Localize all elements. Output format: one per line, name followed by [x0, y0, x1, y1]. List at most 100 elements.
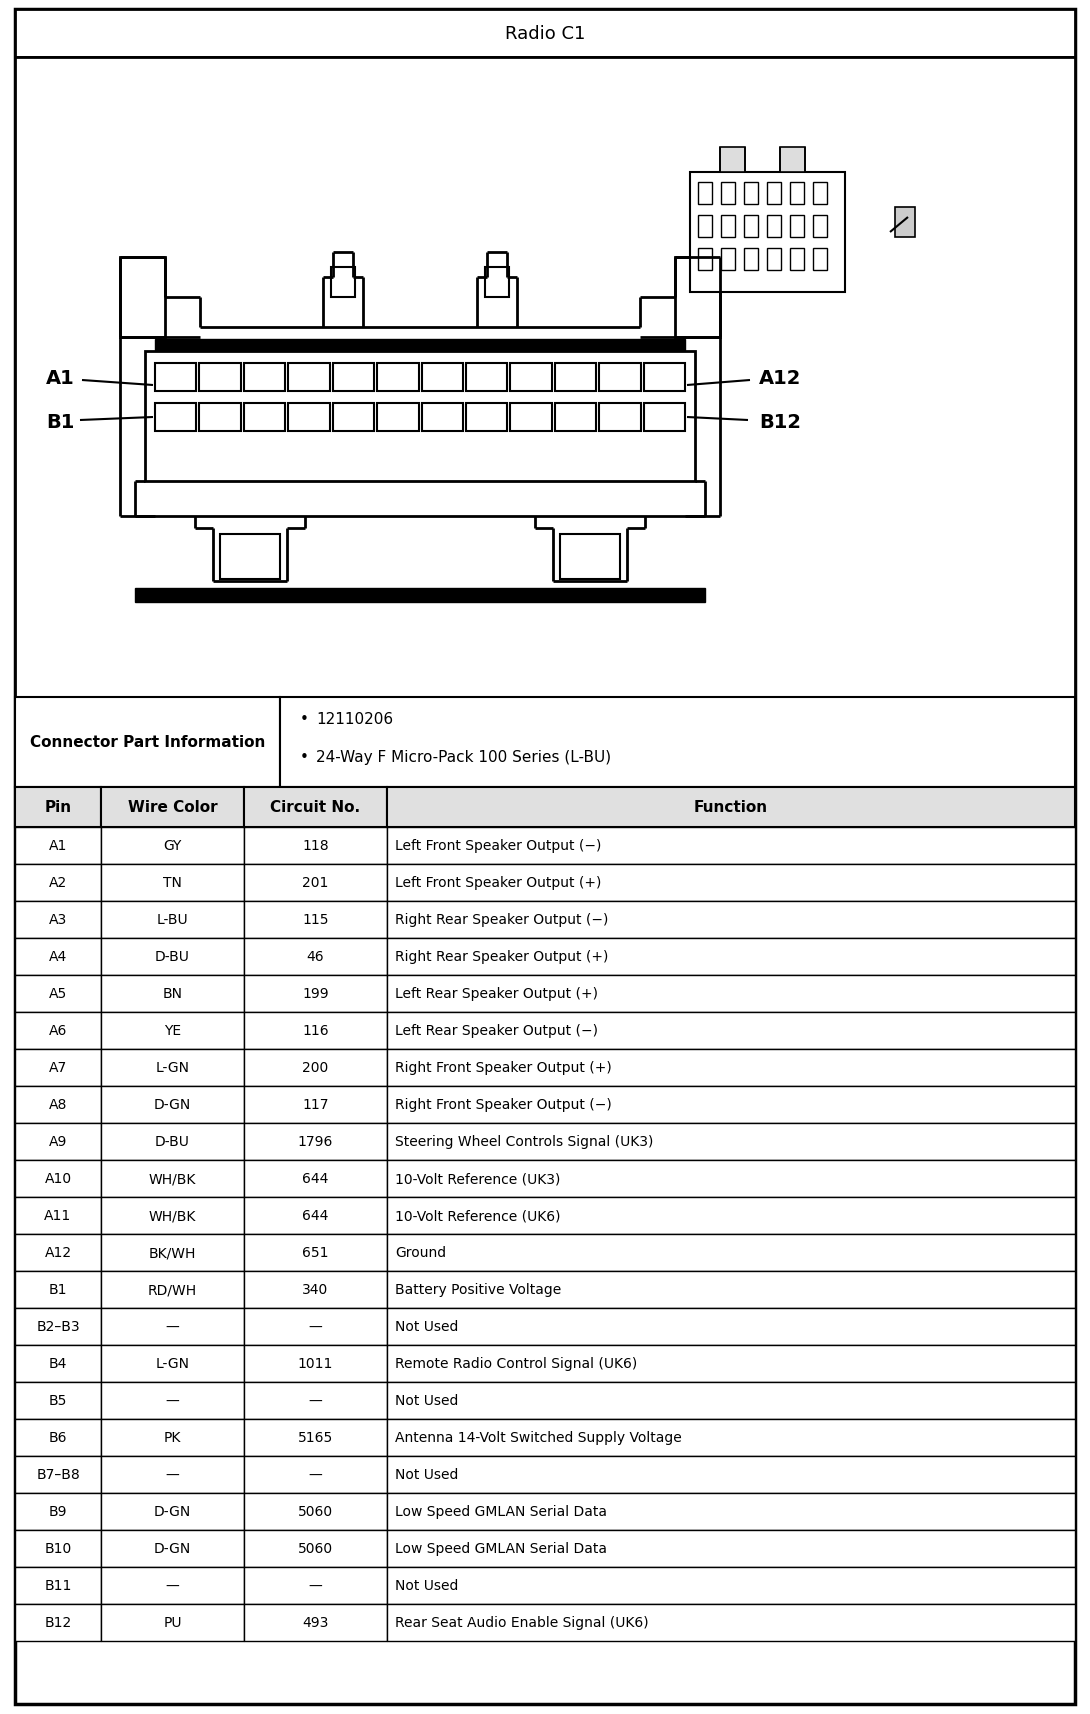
Bar — [244, 1345, 387, 1381]
Bar — [387, 1567, 1075, 1604]
Bar — [101, 1419, 244, 1457]
Text: —: — — [166, 1320, 180, 1333]
Bar — [387, 1493, 1075, 1531]
Bar — [244, 1087, 387, 1123]
Bar — [15, 1272, 101, 1308]
Bar — [387, 787, 1075, 828]
Text: 115: 115 — [302, 914, 329, 927]
Text: A4: A4 — [49, 950, 68, 963]
Text: A3: A3 — [49, 914, 68, 927]
Text: Circuit No.: Circuit No. — [270, 800, 361, 816]
Bar — [101, 828, 244, 864]
Text: 5165: 5165 — [298, 1431, 334, 1445]
Bar — [101, 975, 244, 1013]
Polygon shape — [845, 142, 891, 293]
Text: RD/WH: RD/WH — [148, 1282, 197, 1297]
Bar — [387, 1457, 1075, 1493]
Bar — [101, 1381, 244, 1419]
Text: D-GN: D-GN — [154, 1505, 191, 1519]
Bar — [387, 1272, 1075, 1308]
Bar — [510, 363, 552, 393]
Bar — [387, 1160, 1075, 1198]
Text: Pin: Pin — [45, 800, 72, 816]
Bar — [387, 975, 1075, 1013]
Bar — [15, 1567, 101, 1604]
Bar — [560, 535, 620, 579]
Bar — [101, 787, 244, 828]
Bar — [244, 975, 387, 1013]
Text: WH/BK: WH/BK — [149, 1172, 196, 1186]
Bar — [244, 405, 286, 432]
Text: 116: 116 — [302, 1023, 329, 1039]
Text: —: — — [308, 1579, 323, 1592]
Text: Right Front Speaker Output (+): Right Front Speaker Output (+) — [395, 1061, 611, 1075]
Text: 10-Volt Reference (UK6): 10-Volt Reference (UK6) — [395, 1208, 560, 1222]
Bar — [15, 1049, 101, 1087]
Bar — [288, 363, 329, 393]
Text: B12: B12 — [759, 413, 801, 432]
Text: Wire Color: Wire Color — [128, 800, 217, 816]
Bar — [15, 1160, 101, 1198]
Text: GY: GY — [164, 840, 182, 854]
Bar — [15, 1087, 101, 1123]
Bar — [101, 1308, 244, 1345]
Bar — [199, 363, 241, 393]
Text: B9: B9 — [49, 1505, 68, 1519]
Bar — [145, 351, 695, 482]
Bar — [101, 1604, 244, 1640]
Text: Steering Wheel Controls Signal (UK3): Steering Wheel Controls Signal (UK3) — [395, 1135, 653, 1148]
Bar — [15, 864, 101, 902]
Bar — [790, 183, 804, 206]
Bar — [199, 405, 241, 432]
Bar — [15, 1531, 101, 1567]
Bar — [767, 249, 782, 271]
Text: A2: A2 — [49, 876, 68, 890]
Bar — [387, 902, 1075, 939]
Bar — [555, 363, 596, 393]
Bar — [101, 1123, 244, 1160]
Text: 12110206: 12110206 — [316, 711, 393, 727]
Text: L-BU: L-BU — [157, 914, 189, 927]
Bar — [331, 267, 355, 298]
Bar — [387, 1381, 1075, 1419]
Bar — [813, 183, 827, 206]
Text: Rear Seat Audio Enable Signal (UK6): Rear Seat Audio Enable Signal (UK6) — [395, 1616, 649, 1630]
Bar — [387, 1345, 1075, 1381]
Bar — [698, 216, 712, 238]
Bar — [744, 216, 758, 238]
Text: Antenna 14-Volt Switched Supply Voltage: Antenna 14-Volt Switched Supply Voltage — [395, 1431, 681, 1445]
Text: B11: B11 — [45, 1579, 72, 1592]
Bar — [244, 1419, 387, 1457]
Bar — [244, 864, 387, 902]
Text: 1796: 1796 — [298, 1135, 334, 1148]
Polygon shape — [780, 142, 850, 173]
Text: 1011: 1011 — [298, 1357, 334, 1371]
Bar — [387, 828, 1075, 864]
Bar — [244, 1013, 387, 1049]
Text: B6: B6 — [49, 1431, 68, 1445]
Bar — [600, 405, 641, 432]
Bar — [698, 183, 712, 206]
Bar — [244, 1493, 387, 1531]
Text: Not Used: Not Used — [395, 1320, 459, 1333]
Text: D-BU: D-BU — [155, 1135, 190, 1148]
Text: D-BU: D-BU — [155, 950, 190, 963]
Text: B12: B12 — [45, 1616, 72, 1630]
Bar — [101, 1531, 244, 1567]
Bar — [244, 902, 387, 939]
Bar — [15, 1198, 101, 1234]
Bar — [15, 975, 101, 1013]
Text: B10: B10 — [45, 1541, 72, 1556]
Text: Right Rear Speaker Output (+): Right Rear Speaker Output (+) — [395, 950, 608, 963]
Text: Low Speed GMLAN Serial Data: Low Speed GMLAN Serial Data — [395, 1505, 607, 1519]
Bar — [332, 405, 374, 432]
Bar — [244, 1160, 387, 1198]
Bar — [15, 1604, 101, 1640]
Bar — [15, 1234, 101, 1272]
Text: —: — — [166, 1467, 180, 1481]
Text: BK/WH: BK/WH — [149, 1246, 196, 1260]
Bar — [244, 1567, 387, 1604]
Text: TN: TN — [164, 876, 182, 890]
Bar — [101, 1198, 244, 1234]
Bar — [244, 787, 387, 828]
